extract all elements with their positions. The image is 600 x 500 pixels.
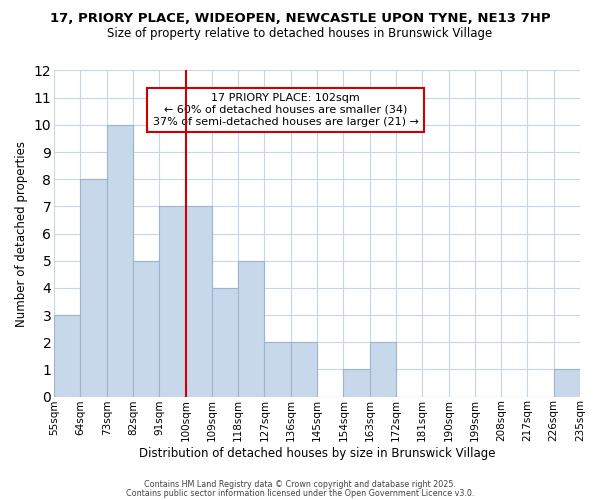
Bar: [80, 179, 107, 396]
Y-axis label: Number of detached properties: Number of detached properties: [15, 140, 28, 326]
X-axis label: Distribution of detached houses by size in Brunswick Village: Distribution of detached houses by size …: [139, 447, 495, 460]
Bar: [343, 370, 370, 396]
Text: Contains HM Land Registry data © Crown copyright and database right 2025.: Contains HM Land Registry data © Crown c…: [144, 480, 456, 489]
Bar: [133, 260, 159, 396]
Bar: [291, 342, 317, 396]
Bar: [54, 315, 80, 396]
Bar: [370, 342, 396, 396]
Text: 17 PRIORY PLACE: 102sqm
← 60% of detached houses are smaller (34)
37% of semi-de: 17 PRIORY PLACE: 102sqm ← 60% of detache…: [152, 94, 418, 126]
Bar: [554, 370, 580, 396]
Bar: [159, 206, 185, 396]
Text: Contains public sector information licensed under the Open Government Licence v3: Contains public sector information licen…: [126, 488, 474, 498]
Bar: [185, 206, 212, 396]
Bar: [265, 342, 291, 396]
Bar: [238, 260, 265, 396]
Text: Size of property relative to detached houses in Brunswick Village: Size of property relative to detached ho…: [107, 28, 493, 40]
Text: 17, PRIORY PLACE, WIDEOPEN, NEWCASTLE UPON TYNE, NE13 7HP: 17, PRIORY PLACE, WIDEOPEN, NEWCASTLE UP…: [50, 12, 550, 26]
Bar: [107, 125, 133, 396]
Bar: [212, 288, 238, 397]
